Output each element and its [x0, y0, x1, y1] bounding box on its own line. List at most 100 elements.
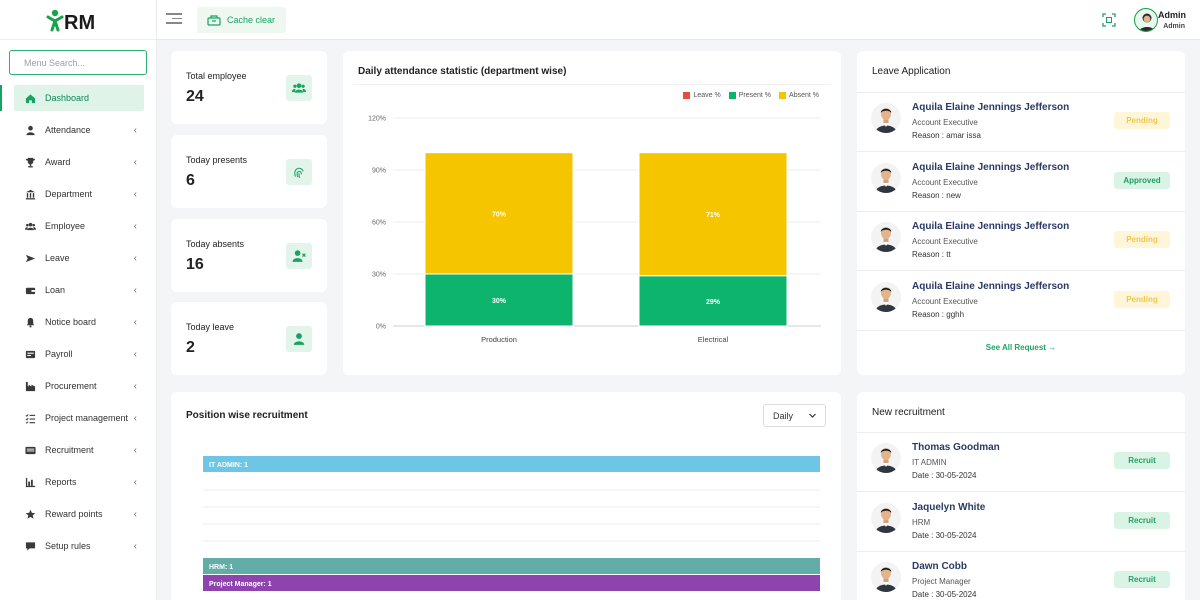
- sidebar-item-label: Reward points: [45, 509, 103, 519]
- sidebar-item-recruitment[interactable]: Recruitment ‹: [14, 437, 144, 463]
- sidebar-item-notice-board[interactable]: Notice board ‹: [14, 309, 144, 335]
- cache-clear-button[interactable]: Cache clear: [197, 7, 286, 33]
- stat-label: Today presents: [186, 155, 248, 165]
- recruit-button[interactable]: Recruit: [1114, 571, 1170, 588]
- sidebar-item-setup-rules[interactable]: Setup rules ‹: [14, 533, 144, 559]
- user-name[interactable]: Admin: [1158, 10, 1186, 20]
- see-all-request-link[interactable]: See All Request →: [985, 343, 1057, 352]
- bar-present-production: [424, 273, 574, 327]
- legend-absent[interactable]: Absent %: [779, 92, 819, 99]
- chevron-left-icon: ‹: [133, 476, 137, 488]
- chart-icon: [24, 476, 36, 488]
- leave-application-card: Leave Application Aquila Elaine Jennings…: [857, 51, 1185, 375]
- chevron-left-icon: ‹: [133, 316, 137, 328]
- employee-role: Account Executive: [912, 118, 978, 127]
- bar-present-electrical: [638, 275, 788, 327]
- leave-request-row[interactable]: Aquila Elaine Jennings Jefferson Account …: [857, 212, 1185, 271]
- candidate-name[interactable]: Dawn Cobb: [912, 561, 967, 572]
- chevron-left-icon: ‹: [133, 444, 137, 456]
- sidebar-item-award[interactable]: Award ‹: [14, 149, 144, 175]
- fullscreen-icon[interactable]: [1102, 13, 1116, 27]
- recruitment-chart-title: Position wise recruitment: [186, 410, 308, 421]
- employee-name[interactable]: Aquila Elaine Jennings Jefferson: [912, 161, 1070, 173]
- candidate-name[interactable]: Jaquelyn White: [912, 501, 986, 513]
- status-badge: Pending: [1114, 231, 1170, 248]
- sidebar-item-attendance[interactable]: Attendance ‹: [14, 117, 144, 143]
- chevron-left-icon: ‹: [133, 284, 137, 296]
- candidate-position: IT ADMIN: [912, 458, 947, 467]
- fingerprint-icon: [286, 159, 312, 185]
- sidebar-item-employee[interactable]: Employee ‹: [14, 213, 144, 239]
- payroll-icon: [24, 348, 36, 360]
- menu-search-input[interactable]: [24, 57, 132, 68]
- chevron-left-icon: ‹: [133, 156, 137, 168]
- chevron-down-icon: [809, 413, 816, 418]
- avatar: [871, 281, 901, 312]
- y-tick-label: 90%: [372, 168, 386, 175]
- sidebar-item-dashboard[interactable]: Dashboard: [0, 85, 144, 111]
- data-label: 70%: [492, 211, 507, 218]
- sidebar-item-reward-points[interactable]: Reward points ‹: [14, 501, 144, 527]
- candidate-name[interactable]: Thomas Goodman: [912, 442, 1000, 453]
- recruitment-chart: IT ADMIN: 1 HRM: 1 Project Manager: 1: [203, 456, 820, 591]
- y-tick-label: 30%: [372, 272, 386, 279]
- employee-role: Account Executive: [912, 177, 978, 187]
- recruit-button[interactable]: Recruit: [1114, 452, 1170, 469]
- bell-icon: [24, 316, 36, 328]
- sidebar-item-department[interactable]: Department ‹: [14, 181, 144, 207]
- leave-request-row[interactable]: Aquila Elaine Jennings Jefferson Account …: [857, 93, 1185, 152]
- new-recruit-row: Jaquelyn White HRM Date : 30-05-2024 Recrui…: [857, 493, 1185, 552]
- sidebar-item-label: Reports: [45, 477, 77, 487]
- new-recruitment-title: New recruitment: [872, 407, 945, 418]
- legend-leave[interactable]: Leave %: [683, 92, 721, 99]
- employee-name[interactable]: Aquila Elaine Jennings Jefferson: [912, 221, 1070, 232]
- employee-role: Account Executive: [912, 237, 978, 246]
- chevron-left-icon: ‹: [133, 220, 137, 232]
- bar-it-admin: [203, 456, 820, 472]
- sidebar-item-loan[interactable]: Loan ‹: [14, 277, 144, 303]
- bar-label: HRM: 1: [209, 564, 233, 571]
- chevron-left-icon: ‹: [133, 252, 137, 264]
- sidebar-item-label: Award: [45, 157, 71, 167]
- stat-value: 6: [186, 172, 195, 189]
- sidebar-item-payroll[interactable]: Payroll ‹: [14, 341, 144, 367]
- divider: [353, 84, 831, 85]
- period-select-value: Daily: [773, 410, 794, 421]
- sidebar-item-project-management[interactable]: Project management ‹: [14, 405, 144, 431]
- sidebar-item-leave[interactable]: Leave ‹: [14, 245, 144, 271]
- recruit-date: Date : 30-05-2024: [912, 471, 977, 480]
- trophy-icon: [24, 156, 36, 168]
- recruit-button[interactable]: Recruit: [1114, 511, 1170, 529]
- employee-name[interactable]: Aquila Elaine Jennings Jefferson: [912, 280, 1070, 292]
- menu-toggle-icon[interactable]: [166, 13, 182, 27]
- candidate-position: Project Manager: [912, 577, 971, 586]
- sidebar-item-label: Attendance: [45, 125, 91, 135]
- leave-request-row[interactable]: Aquila Elaine Jennings Jefferson Account …: [857, 153, 1185, 212]
- sidebar-item-label: Project management: [45, 413, 129, 423]
- users-icon: [24, 220, 36, 232]
- data-label: 29%: [706, 299, 721, 306]
- bar-label: IT ADMIN: 1: [209, 462, 248, 469]
- sidebar-item-label: Setup rules: [45, 541, 91, 551]
- avatar[interactable]: [1134, 8, 1158, 32]
- sidebar-item-procurement[interactable]: Procurement ‹: [14, 373, 144, 399]
- sidebar-item-reports[interactable]: Reports ‹: [14, 469, 144, 495]
- leave-application-title: Leave Application: [872, 66, 951, 77]
- period-select[interactable]: Daily: [763, 404, 826, 427]
- y-tick-label: 120%: [368, 116, 386, 123]
- recruit-date: Date : 30-05-2024: [912, 530, 977, 540]
- status-badge: Pending: [1114, 112, 1170, 129]
- legend-present[interactable]: Present %: [728, 92, 771, 99]
- recruit-date: Date : 30-05-2024: [912, 590, 977, 599]
- top-header: Cache clear Admin Admin: [157, 0, 1200, 40]
- bar-absent-production: [424, 152, 574, 275]
- employee-name[interactable]: Aquila Elaine Jennings Jefferson: [912, 102, 1070, 113]
- star-icon: [24, 508, 36, 520]
- sidebar-item-label: Procurement: [45, 381, 97, 391]
- leave-request-row[interactable]: Aquila Elaine Jennings Jefferson Account …: [857, 272, 1185, 331]
- bar-project-manager: [203, 575, 820, 591]
- candidate-position: HRM: [912, 517, 931, 527]
- brand-logo[interactable]: RM: [0, 0, 156, 40]
- menu-search[interactable]: [9, 50, 147, 75]
- chart-legend: Leave % Present % Absent %: [683, 92, 819, 99]
